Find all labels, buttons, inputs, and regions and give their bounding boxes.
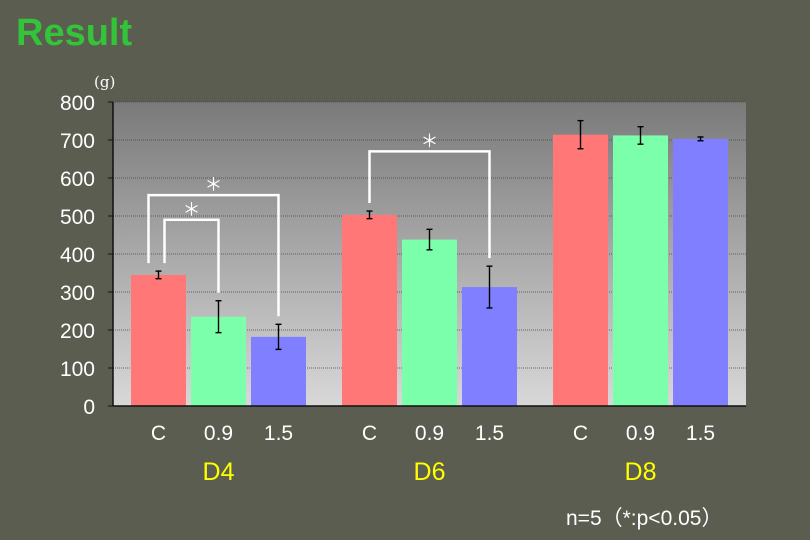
error-bar bbox=[637, 125, 644, 145]
y-tick-label: 200 bbox=[60, 320, 95, 343]
error-bar bbox=[426, 228, 433, 251]
significance-bracket: ＊ bbox=[147, 175, 280, 317]
x-tick-label: 0.9 bbox=[415, 422, 444, 445]
y-tick-label: 300 bbox=[60, 282, 95, 305]
x-tick-label: 1.5 bbox=[686, 422, 715, 445]
significance-label: ＊ bbox=[421, 131, 439, 152]
x-tick-label: C bbox=[151, 422, 166, 445]
group-label: D8 bbox=[625, 458, 657, 486]
significance-bracket: ＊ bbox=[163, 200, 220, 293]
y-tick-label: 700 bbox=[60, 130, 95, 153]
y-axis-label: (g) bbox=[94, 73, 115, 91]
x-tick-label: 0.9 bbox=[626, 422, 655, 445]
significance-label: ＊ bbox=[205, 175, 223, 196]
bar-D6-0.9 bbox=[402, 239, 457, 406]
error-bar bbox=[577, 119, 584, 150]
y-tick-label: 800 bbox=[60, 92, 95, 115]
y-tick-label: 400 bbox=[60, 244, 95, 267]
y-tick-label: 100 bbox=[60, 358, 95, 381]
footnote: n=5（*:p<0.05） bbox=[566, 507, 723, 530]
y-tick-label: 600 bbox=[60, 168, 95, 191]
error-bar bbox=[275, 323, 282, 351]
error-bar bbox=[155, 270, 162, 280]
bar-D8-1.5 bbox=[673, 138, 728, 407]
error-bar bbox=[366, 210, 373, 220]
group-label: D6 bbox=[414, 458, 446, 486]
error-bar bbox=[697, 136, 704, 142]
bar-D8-0.9 bbox=[613, 135, 668, 406]
group-label: D4 bbox=[203, 458, 235, 486]
y-tick-label: 500 bbox=[60, 206, 95, 229]
x-tick-label: 1.5 bbox=[475, 422, 504, 445]
x-tick-label: C bbox=[573, 422, 588, 445]
significance-bracket: ＊ bbox=[368, 131, 491, 259]
bar-D4-C bbox=[131, 274, 186, 406]
x-tick-label: C bbox=[362, 422, 377, 445]
significance-label: ＊ bbox=[183, 200, 201, 221]
y-tick-label: 0 bbox=[83, 396, 95, 419]
x-tick-label: 1.5 bbox=[264, 422, 293, 445]
slide-title: Result bbox=[16, 12, 133, 54]
error-bar bbox=[486, 265, 493, 309]
bar-D6-C bbox=[342, 214, 397, 406]
bar-D8-C bbox=[553, 134, 608, 406]
error-bar bbox=[215, 300, 222, 334]
x-tick-label: 0.9 bbox=[204, 422, 233, 445]
